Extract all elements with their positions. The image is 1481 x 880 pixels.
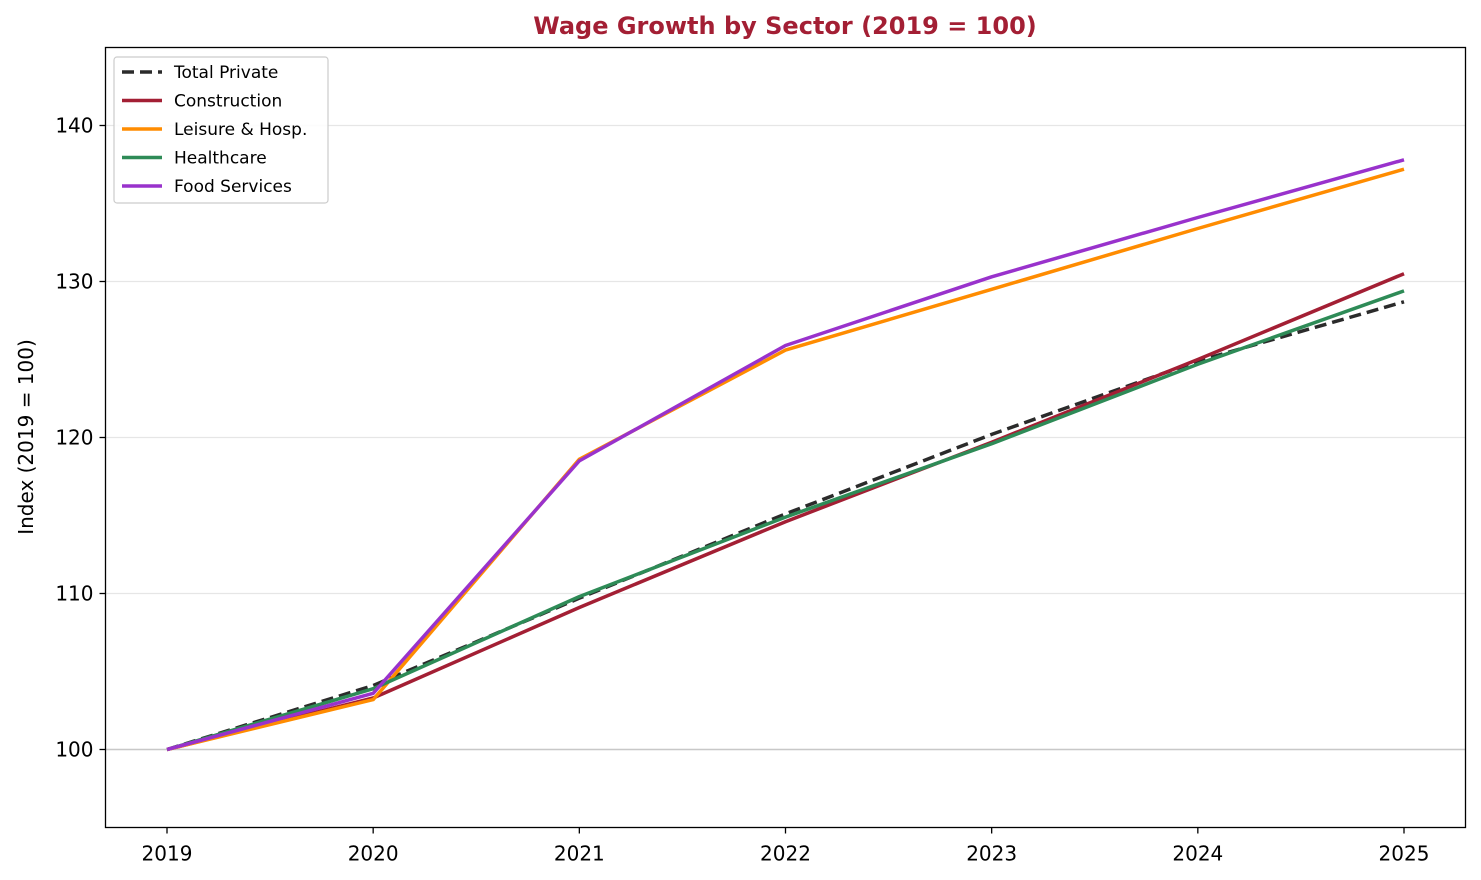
- legend: Total Private Construction Leisure & Hosp.…: [113, 56, 329, 204]
- x-tick-label: 2020: [348, 842, 399, 866]
- series-line: [166, 289, 1405, 752]
- x-tick-label: 2024: [1172, 842, 1223, 866]
- legend-label: Food Services: [174, 177, 292, 197]
- x-tick-label: 2021: [554, 842, 605, 866]
- x-axis-ticks: 2019 2020 2021 2022 2023 2024 2025: [142, 827, 1430, 866]
- x-tick-label: 2019: [142, 842, 193, 866]
- y-axis-label: Index (2019 = 100): [14, 339, 38, 535]
- legend-label: Leisure & Hosp.: [174, 120, 307, 140]
- y-tick-label: 100: [55, 738, 93, 762]
- legend-box: [113, 56, 329, 204]
- gridlines: [105, 124, 1466, 751]
- legend-label: Healthcare: [174, 149, 267, 169]
- x-tick-label: 2023: [966, 842, 1017, 866]
- y-tick-label: 140: [55, 114, 93, 138]
- x-tick-label: 2025: [1379, 842, 1430, 866]
- series-lines: [166, 158, 1405, 752]
- series-line: [166, 167, 1405, 752]
- y-tick-label: 120: [55, 426, 93, 450]
- y-axis-ticks: 100 110 120 130 140: [55, 114, 106, 762]
- y-tick-label: 130: [55, 270, 93, 294]
- series-line: [166, 158, 1405, 752]
- legend-label: Construction: [174, 92, 282, 112]
- x-tick-label: 2022: [760, 842, 811, 866]
- y-tick-label: 110: [55, 582, 93, 606]
- chart-title: Wage Growth by Sector (2019 = 100): [533, 12, 1037, 40]
- legend-label: Total Private: [173, 63, 278, 83]
- series-line: [166, 300, 1405, 752]
